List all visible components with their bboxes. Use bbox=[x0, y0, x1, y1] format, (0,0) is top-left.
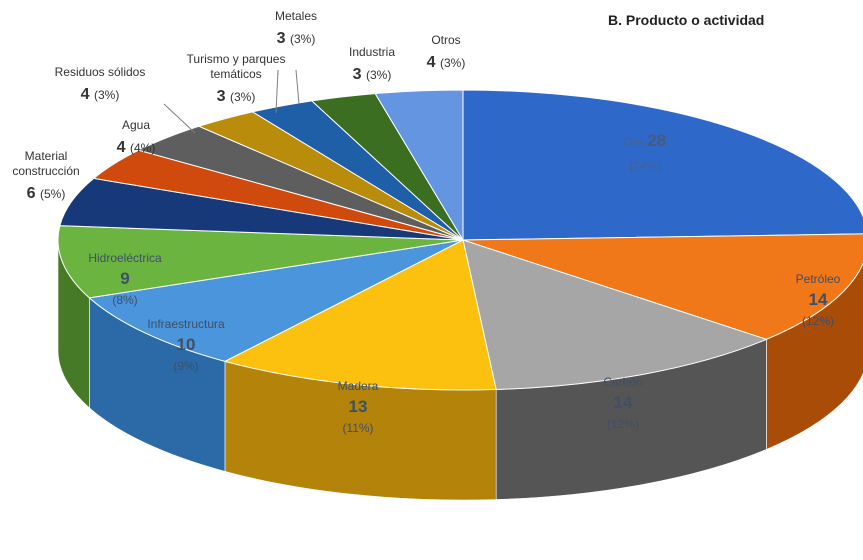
label-otros: Otros 4 (3%) bbox=[427, 33, 466, 71]
label-value: 3 bbox=[217, 88, 230, 105]
chart-title: B. Producto o actividad bbox=[608, 12, 765, 28]
label-name: Petróleo bbox=[796, 272, 841, 286]
label-percent: (8%) bbox=[112, 293, 137, 307]
label-name: Industria bbox=[349, 45, 395, 59]
slice-petroleo bbox=[462, 233, 863, 340]
label-oro: Oro 28 (24%) bbox=[624, 131, 666, 173]
label-percent: (3%) bbox=[230, 90, 255, 104]
label-industria: Industria 3 (3%) bbox=[349, 45, 395, 83]
label-percent: (9%) bbox=[173, 359, 198, 373]
label-percent: (4%) bbox=[130, 141, 155, 155]
label-percent: (3%) bbox=[366, 68, 391, 82]
pie-top bbox=[57, 89, 863, 391]
slice-infraestructura bbox=[88, 239, 464, 362]
leader-line bbox=[163, 103, 196, 134]
label-carbon: Carbón 14 (12%) bbox=[603, 375, 642, 431]
label-name: Hidroeléctrica bbox=[88, 251, 162, 265]
label-name: temáticos bbox=[210, 67, 261, 81]
label-percent: (24%) bbox=[629, 159, 661, 173]
label-percent: (5%) bbox=[40, 187, 65, 201]
slice-oro bbox=[462, 89, 863, 241]
slice-madera bbox=[223, 239, 497, 391]
leader-line bbox=[295, 69, 300, 105]
label-madera: Madera 13 (11%) bbox=[338, 379, 379, 435]
label-name: Otros bbox=[431, 33, 460, 47]
label-residuos-solidos: Residuos sólidos 4 (3%) bbox=[55, 65, 196, 134]
label-value-line: 3 (3%) bbox=[217, 88, 256, 105]
label-value-line: 4 (4%) bbox=[117, 139, 156, 156]
label-agua: Agua 4 (4%) bbox=[117, 118, 156, 156]
label-percent: (12%) bbox=[802, 314, 834, 328]
label-metales: Metales 3 (3%) bbox=[275, 9, 317, 105]
label-name: Infraestructura bbox=[147, 317, 225, 331]
slice-otros bbox=[374, 89, 464, 242]
label-value-line: 6 (5%) bbox=[27, 185, 66, 202]
label-name: Madera bbox=[338, 379, 379, 393]
label-value: 3 bbox=[353, 66, 366, 83]
label-value-line: 3 (3%) bbox=[277, 30, 316, 47]
label-name: Oro bbox=[624, 135, 647, 149]
label-value: 28 bbox=[647, 131, 666, 150]
slice-carbon bbox=[462, 239, 768, 391]
label-value: 13 bbox=[349, 397, 368, 416]
label-name: Agua bbox=[122, 118, 150, 132]
label-percent: (12%) bbox=[607, 417, 639, 431]
label-value: 9 bbox=[120, 269, 129, 288]
label-value: 4 bbox=[117, 139, 130, 156]
label-infraestructura: Infraestructura 10 (9%) bbox=[147, 317, 225, 373]
label-value: 4 bbox=[81, 86, 94, 103]
label-hidroelectrica: Hidroeléctrica 9 (8%) bbox=[88, 251, 162, 307]
label-percent: (11%) bbox=[342, 421, 373, 435]
label-value: 14 bbox=[809, 290, 828, 309]
label-name: Metales bbox=[275, 9, 317, 23]
slice-hidroelectrica bbox=[57, 225, 464, 299]
label-percent: (3%) bbox=[440, 56, 465, 70]
label-value: 10 bbox=[177, 335, 196, 354]
label-value-line: 4 (3%) bbox=[427, 54, 466, 71]
label-value: 3 bbox=[277, 30, 290, 47]
label-value: 4 bbox=[427, 54, 440, 71]
label-name: Material bbox=[25, 149, 68, 163]
label-value: 14 bbox=[614, 393, 633, 412]
label-name: Turismo y parques bbox=[187, 52, 286, 66]
label-percent: (3%) bbox=[290, 32, 315, 46]
label-petroleo: Petróleo 14 (12%) bbox=[796, 272, 841, 328]
label-value-line: 3 (3%) bbox=[353, 66, 392, 83]
label-text: Oro 28 bbox=[624, 131, 666, 150]
pie-labels: Oro 28 (24%) Petróleo 14 (12%) Carbón 14 (12%) M… bbox=[12, 9, 840, 435]
label-name: Residuos sólidos bbox=[55, 65, 146, 79]
label-name: Carbón bbox=[603, 375, 642, 389]
pie-side-walls bbox=[57, 239, 863, 501]
label-value: 6 bbox=[27, 185, 40, 202]
label-value-line: 4 (3%) bbox=[81, 86, 120, 103]
label-percent: (3%) bbox=[94, 88, 119, 102]
label-name: construcción bbox=[12, 164, 79, 178]
leader-line bbox=[275, 69, 279, 114]
